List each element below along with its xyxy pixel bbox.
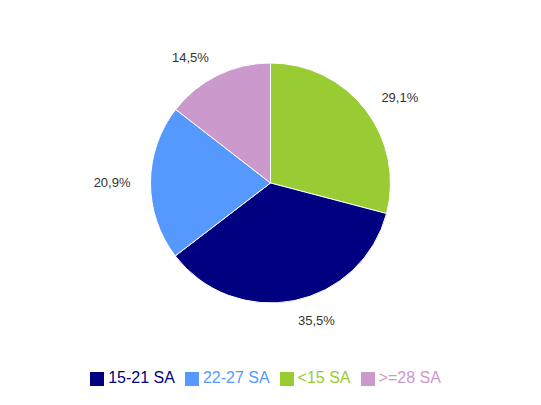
html-text:15-21 SA: 15-21 SA (108, 369, 175, 386)
svg-text:14,5%: 14,5% (172, 50, 209, 65)
html-text:>=28 SA: >=28 SA (378, 369, 441, 386)
html-text:22-27 SA: 22-27 SA (202, 369, 270, 386)
svg-text:29,1%: 29,1% (381, 90, 418, 105)
svg-text:20,9%: 20,9% (94, 175, 131, 190)
html-text:<15 SA: <15 SA (297, 369, 351, 386)
svg-text:35,5%: 35,5% (298, 313, 335, 328)
